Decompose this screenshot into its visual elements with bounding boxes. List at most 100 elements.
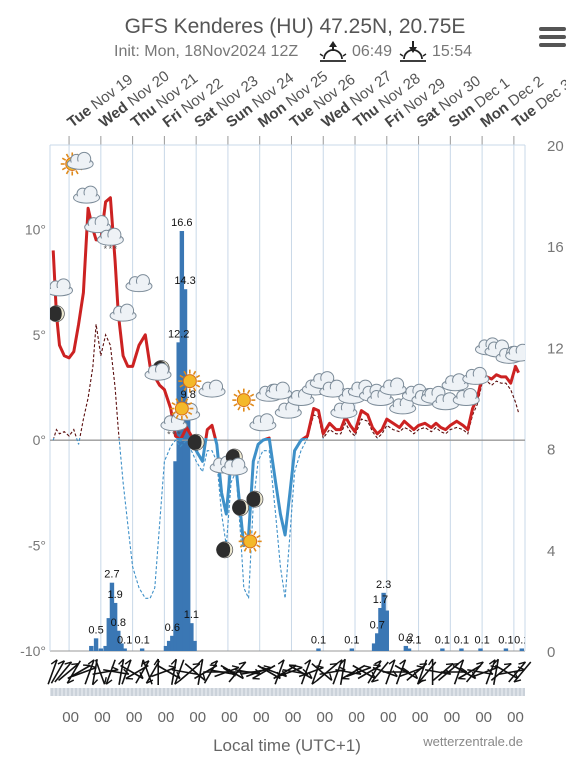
wind-head — [316, 665, 324, 669]
wind-shaft — [214, 666, 240, 678]
wind-shaft — [157, 664, 181, 680]
wind-head — [518, 661, 526, 665]
wind-arrows — [47, 658, 532, 686]
precip-value-label: 9.8 — [181, 389, 196, 401]
hamburger-menu-icon[interactable] — [539, 27, 566, 49]
precip-value-label: 0.1 — [311, 634, 326, 646]
wind-head — [50, 659, 58, 665]
precip-value-label: 0.1 — [498, 634, 513, 646]
precip-bar — [440, 648, 445, 651]
sunset-time: 15:54 — [432, 43, 472, 60]
precip-bar — [89, 645, 94, 651]
wind-shaft — [54, 661, 73, 683]
wind-shaft — [47, 659, 58, 685]
wind-arrow — [135, 660, 150, 684]
wind-arrow — [277, 665, 303, 678]
sun-ray — [171, 402, 176, 406]
wind-arrow — [94, 659, 107, 685]
init-text: Init: Mon, 18Nov2024 12Z — [114, 43, 298, 60]
cloud-icon — [379, 377, 407, 396]
precip-value-label: 1.9 — [107, 589, 122, 601]
precip-value-label: 0.8 — [111, 617, 126, 629]
hour-label: 00 — [348, 709, 365, 726]
sun-ray — [192, 387, 197, 392]
sun-ray — [192, 370, 197, 376]
wind-head — [209, 664, 218, 667]
precipitation-labels: 0.52.71.90.80.1 0.10.612.216.614.39.81.10… — [88, 217, 529, 646]
wind-shaft — [145, 660, 161, 684]
wind-head — [342, 677, 350, 680]
cloud-icon — [265, 381, 293, 400]
wind-head — [71, 662, 79, 666]
sun-icon — [232, 388, 256, 412]
wind-shaft — [346, 666, 372, 678]
wind-shaft — [274, 659, 285, 685]
sun-ray — [237, 389, 241, 395]
cloud-icon — [109, 303, 137, 322]
wind-shaft — [197, 659, 204, 685]
moon-crescent — [198, 434, 204, 450]
snowflake-icon: * — [109, 244, 113, 254]
wind-shaft — [252, 664, 276, 680]
wind-arrow — [346, 665, 372, 678]
cloud-icon — [125, 274, 153, 293]
precip-bar — [478, 648, 483, 651]
temperature-line — [51, 196, 520, 548]
bottom-hour-labels: 00 00 00 00 00 00 00 00 00 00 00 00 00 00 00 — [62, 709, 524, 726]
wind-head — [373, 664, 381, 667]
right-tick-label: 12 — [547, 340, 564, 357]
wind-head — [170, 658, 177, 665]
hour-label: 00 — [94, 709, 111, 726]
moon-icon — [216, 541, 234, 559]
hour-label: 00 — [316, 709, 333, 726]
wind-arrow — [339, 658, 346, 685]
precip-bar — [176, 342, 181, 651]
snowflake-icon: * — [172, 429, 176, 439]
precip-value-label: 0.1 — [117, 634, 132, 646]
wind-shaft — [103, 668, 129, 676]
sun-disc — [182, 374, 197, 389]
precip-value-label: 0.1 — [134, 634, 149, 646]
sun-icon — [238, 529, 262, 553]
wind-shaft — [171, 668, 198, 676]
sun-disc — [236, 393, 251, 408]
left-tick-label: 10° — [25, 221, 46, 237]
wind-arrow — [47, 659, 58, 685]
wind-head — [335, 659, 343, 665]
precip-bar — [381, 592, 386, 651]
wind-shaft — [472, 666, 498, 678]
precip-bar — [192, 640, 197, 651]
left-tick-label: 0° — [33, 432, 46, 448]
wind-shaft — [71, 666, 97, 678]
wind-shaft — [50, 660, 66, 684]
precip-bar — [316, 648, 321, 651]
wind-head — [457, 659, 464, 665]
x-axis-label: Local time (UTC+1) — [213, 736, 361, 755]
weather-icons: * * ** * * — [50, 151, 525, 559]
hour-label: 00 — [507, 709, 524, 726]
precip-bar — [375, 633, 380, 651]
sun-ray — [65, 153, 70, 158]
wind-arrow — [145, 660, 161, 684]
wind-head — [146, 679, 154, 684]
precip-value-label: 2.7 — [104, 569, 119, 581]
wind-shaft — [498, 668, 525, 676]
precip-bar — [98, 648, 104, 651]
wind-arrow — [121, 659, 132, 685]
wind-arrow — [490, 662, 512, 681]
moon-crescent — [242, 500, 249, 516]
wind-head — [125, 677, 134, 680]
cloud-icon — [66, 151, 94, 170]
temperature-line-above-zero — [51, 196, 520, 438]
wind-head — [488, 659, 496, 665]
wind-head — [402, 667, 410, 673]
wind-shaft — [277, 666, 303, 678]
precip-bar — [179, 231, 185, 651]
precip-value-label: 0.1 — [514, 634, 529, 646]
sun-ray — [171, 411, 176, 415]
precip-bar — [122, 648, 127, 651]
precipitation-bars — [89, 231, 525, 651]
precip-value-label: 0.1 — [474, 634, 489, 646]
wind-shaft — [179, 663, 201, 681]
sun-ray — [256, 544, 261, 548]
